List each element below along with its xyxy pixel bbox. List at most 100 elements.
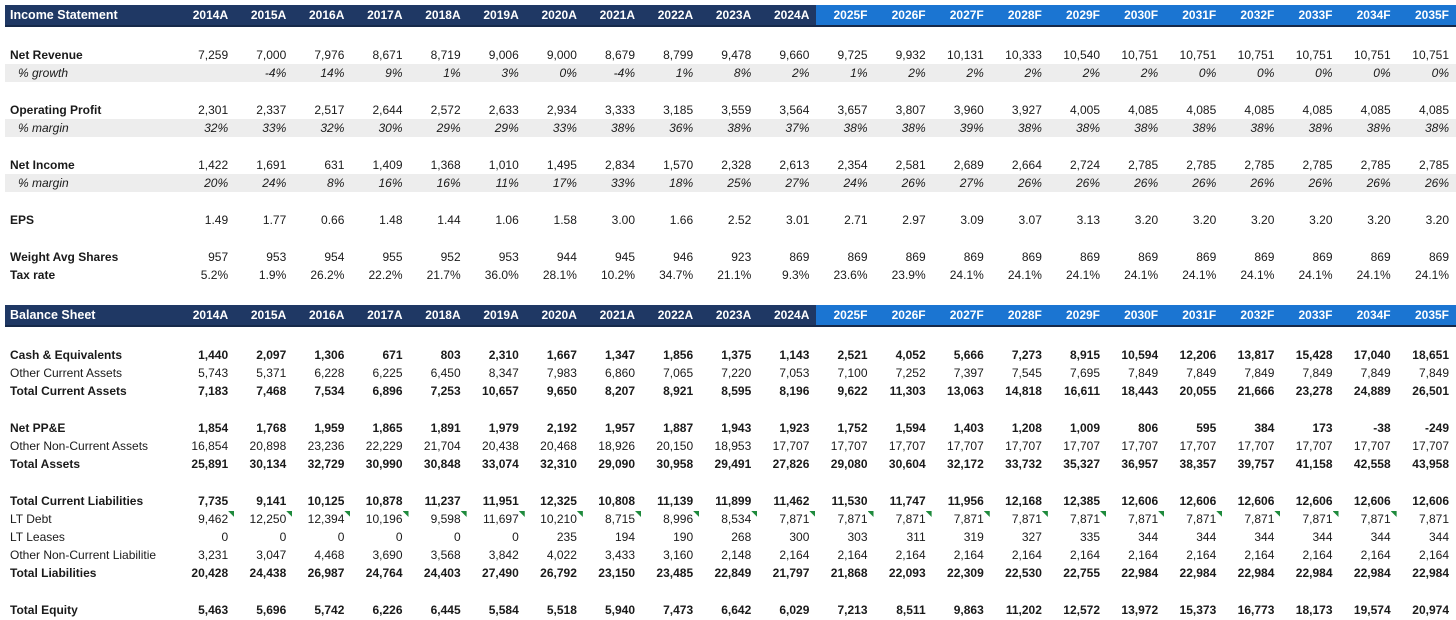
column-header-2019A[interactable]: 2019A bbox=[467, 5, 526, 27]
cell[interactable]: 18,443 bbox=[1121, 384, 1159, 398]
cell[interactable]: 20,898 bbox=[249, 439, 287, 453]
cell[interactable]: 2% bbox=[792, 66, 810, 80]
cell[interactable]: 11,462 bbox=[773, 494, 810, 508]
cell[interactable]: 2.97 bbox=[902, 213, 926, 227]
cell[interactable]: 1,768 bbox=[256, 421, 287, 435]
cell[interactable]: 2% bbox=[1140, 66, 1159, 80]
cell[interactable]: 3,047 bbox=[256, 548, 287, 562]
cell[interactable]: 2,613 bbox=[779, 158, 810, 172]
cell[interactable]: 17,707 bbox=[1412, 439, 1449, 453]
cell[interactable]: 26% bbox=[1308, 176, 1333, 190]
cell[interactable]: 12,385 bbox=[1063, 494, 1100, 508]
cell[interactable]: 5,584 bbox=[488, 603, 519, 617]
cell[interactable]: 2,354 bbox=[837, 158, 868, 172]
cell[interactable]: 12,606 bbox=[1353, 494, 1391, 508]
cell[interactable]: 32,172 bbox=[947, 457, 984, 471]
cell[interactable]: 869 bbox=[1370, 250, 1391, 264]
cell[interactable]: 7,065 bbox=[663, 366, 694, 380]
cell[interactable]: 1,208 bbox=[1011, 421, 1042, 435]
cell[interactable]: 7,000 bbox=[256, 48, 287, 62]
cell[interactable]: 2,164 bbox=[1186, 548, 1217, 562]
cell[interactable]: 38,357 bbox=[1179, 457, 1217, 471]
row-label[interactable]: Other Current Assets bbox=[10, 366, 123, 380]
column-header-2018A[interactable]: 2018A bbox=[409, 5, 468, 27]
cell[interactable]: 7,871 bbox=[933, 510, 991, 528]
cell[interactable]: 43,958 bbox=[1412, 457, 1449, 471]
cell[interactable]: -38 bbox=[1373, 421, 1391, 435]
cell[interactable]: 12,168 bbox=[1005, 494, 1042, 508]
cell[interactable]: 3,559 bbox=[721, 103, 752, 117]
cell[interactable]: 1.44 bbox=[437, 213, 461, 227]
cell[interactable]: 22,849 bbox=[714, 566, 752, 580]
cell[interactable]: 17,707 bbox=[1121, 439, 1159, 453]
cell[interactable]: 4,468 bbox=[314, 548, 345, 562]
cell[interactable]: 27,826 bbox=[772, 457, 810, 471]
column-header-2034F[interactable]: 2034F bbox=[1339, 305, 1398, 327]
cell[interactable]: 7,100 bbox=[837, 366, 868, 380]
cell[interactable]: 7,871 bbox=[1107, 510, 1165, 528]
cell[interactable]: 35,327 bbox=[1063, 457, 1100, 471]
row-label[interactable]: % growth bbox=[18, 66, 69, 80]
cell[interactable]: 14,818 bbox=[1005, 384, 1042, 398]
column-header-2021A[interactable]: 2021A bbox=[583, 305, 642, 327]
column-header-2031F[interactable]: 2031F bbox=[1165, 305, 1224, 327]
cell[interactable]: 1,440 bbox=[198, 348, 229, 362]
cell[interactable]: 24.1% bbox=[1124, 268, 1159, 282]
cell[interactable]: 2,689 bbox=[953, 158, 984, 172]
cell[interactable]: 23,150 bbox=[598, 566, 635, 580]
cell[interactable]: 30% bbox=[378, 121, 403, 135]
cell[interactable]: 30,990 bbox=[365, 457, 403, 471]
cell[interactable]: 953 bbox=[498, 250, 519, 264]
cell[interactable]: 955 bbox=[382, 250, 403, 264]
cell[interactable]: 24.1% bbox=[1298, 268, 1333, 282]
cell[interactable]: 9,932 bbox=[895, 48, 926, 62]
cell[interactable]: 384 bbox=[1254, 421, 1275, 435]
cell[interactable]: 0 bbox=[221, 530, 229, 544]
cell[interactable]: 2,644 bbox=[372, 103, 403, 117]
cell[interactable]: 34.7% bbox=[659, 268, 694, 282]
cell[interactable]: 4,085 bbox=[1244, 103, 1275, 117]
cell[interactable]: 24.1% bbox=[1356, 268, 1391, 282]
cell[interactable]: 8,207 bbox=[604, 384, 635, 398]
column-header-2025F[interactable]: 2025F bbox=[816, 5, 875, 27]
cell[interactable]: 17,707 bbox=[1295, 439, 1333, 453]
cell[interactable]: 0 bbox=[512, 530, 519, 544]
row-label[interactable]: Other Non-Current Assets bbox=[10, 439, 149, 453]
cell[interactable]: 10,333 bbox=[1005, 48, 1042, 62]
cell[interactable]: 12,206 bbox=[1179, 348, 1217, 362]
cell[interactable]: 1,979 bbox=[488, 421, 519, 435]
cell[interactable]: 22,229 bbox=[365, 439, 403, 453]
cell[interactable]: 2% bbox=[908, 66, 926, 80]
cell[interactable]: 21.7% bbox=[426, 268, 461, 282]
cell[interactable]: 26.2% bbox=[310, 268, 345, 282]
cell[interactable]: 22,984 bbox=[1353, 566, 1391, 580]
cell[interactable]: 3.20 bbox=[1367, 213, 1391, 227]
cell[interactable]: 1,143 bbox=[779, 348, 810, 362]
cell[interactable]: 1,943 bbox=[721, 421, 752, 435]
column-header-2025F[interactable]: 2025F bbox=[816, 305, 875, 327]
cell[interactable]: 28.1% bbox=[542, 268, 577, 282]
cell[interactable]: 2% bbox=[966, 66, 984, 80]
cell[interactable]: 12,606 bbox=[1179, 494, 1217, 508]
cell[interactable]: 869 bbox=[847, 250, 868, 264]
cell[interactable]: 9,462 bbox=[177, 510, 235, 528]
cell[interactable]: 190 bbox=[673, 530, 694, 544]
column-header-2029F[interactable]: 2029F bbox=[1048, 305, 1107, 327]
cell[interactable]: 5,371 bbox=[256, 366, 287, 380]
column-header-2014A[interactable]: 2014A bbox=[177, 305, 236, 327]
cell[interactable]: 7,273 bbox=[1011, 348, 1042, 362]
cell[interactable]: 24.1% bbox=[1182, 268, 1217, 282]
cell[interactable]: 7,871 bbox=[1049, 510, 1107, 528]
cell[interactable]: 6,226 bbox=[372, 603, 403, 617]
cell[interactable]: 2,785 bbox=[1418, 158, 1449, 172]
cell[interactable]: 344 bbox=[1370, 530, 1391, 544]
cell[interactable]: 2,164 bbox=[895, 548, 926, 562]
cell[interactable]: 17,707 bbox=[888, 439, 926, 453]
cell[interactable]: 3,231 bbox=[198, 548, 229, 562]
cell[interactable]: 1,752 bbox=[837, 421, 868, 435]
cell[interactable]: 14% bbox=[320, 66, 345, 80]
cell[interactable]: 32% bbox=[320, 121, 345, 135]
cell[interactable]: 7,871 bbox=[1340, 510, 1398, 528]
cell[interactable]: 344 bbox=[1254, 530, 1275, 544]
cell[interactable]: 7,976 bbox=[314, 48, 345, 62]
